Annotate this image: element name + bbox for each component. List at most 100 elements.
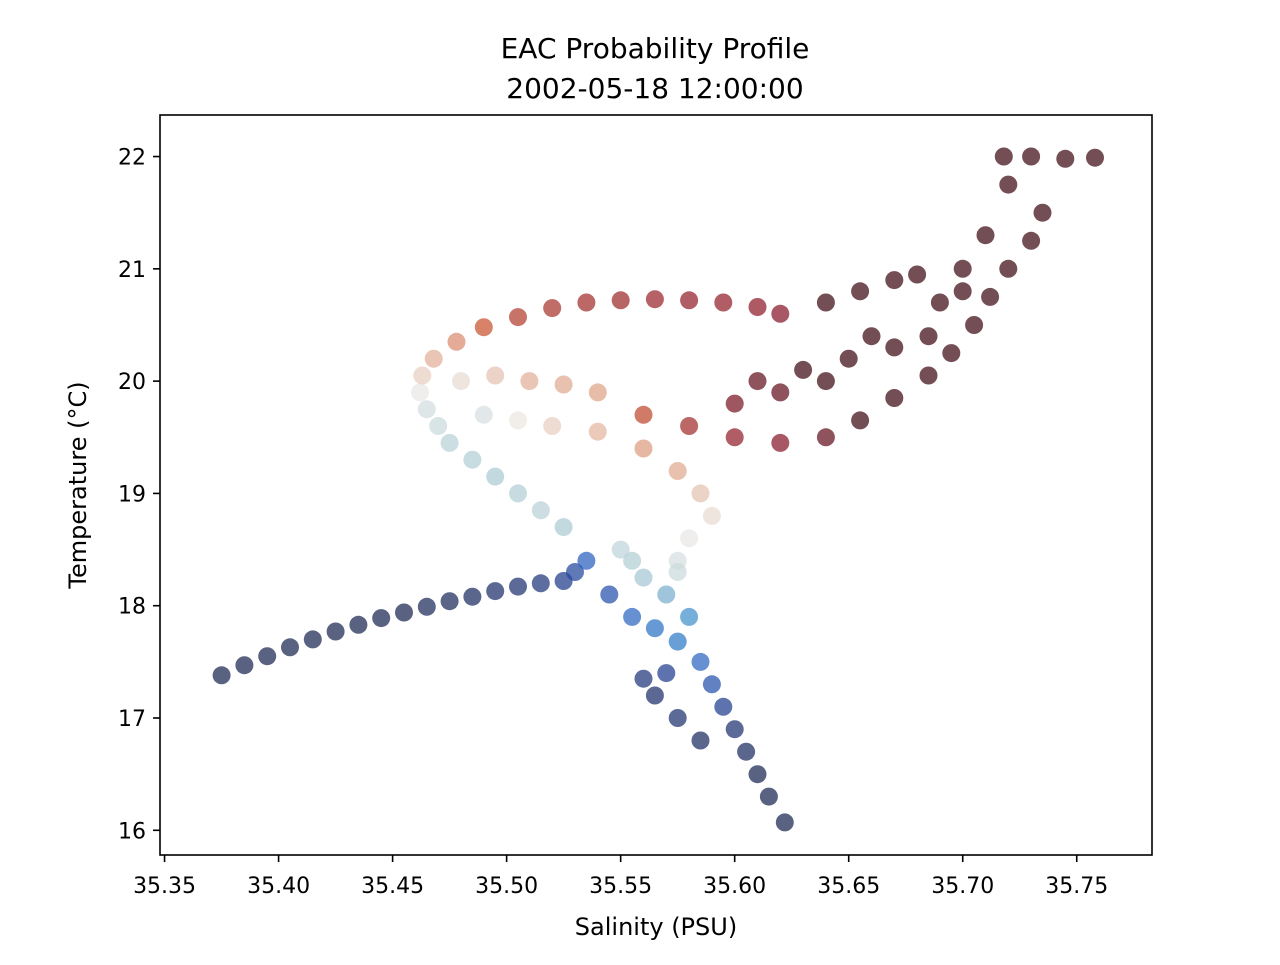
data-point bbox=[349, 615, 368, 634]
data-point bbox=[680, 607, 699, 626]
data-point bbox=[645, 619, 664, 638]
data-point bbox=[908, 265, 927, 284]
data-point bbox=[1056, 149, 1075, 168]
data-point bbox=[372, 609, 391, 628]
data-point bbox=[440, 433, 459, 452]
data-point bbox=[691, 484, 710, 503]
data-point bbox=[486, 582, 505, 601]
data-point bbox=[999, 175, 1018, 194]
x-tick-label: 35.50 bbox=[475, 874, 538, 899]
data-point bbox=[657, 585, 676, 604]
data-point bbox=[668, 462, 687, 480]
data-point bbox=[326, 622, 345, 641]
x-tick-label: 35.40 bbox=[247, 874, 310, 899]
y-tick-label: 18 bbox=[118, 595, 146, 620]
data-point bbox=[976, 226, 995, 245]
data-point bbox=[634, 568, 653, 587]
data-point bbox=[611, 540, 630, 559]
data-point bbox=[281, 638, 299, 657]
data-point bbox=[668, 563, 687, 581]
data-point bbox=[816, 372, 835, 391]
data-point bbox=[1086, 148, 1104, 167]
x-tick-label: 35.45 bbox=[361, 874, 424, 899]
chart-subtitle: 2002-05-18 12:00:00 bbox=[506, 72, 803, 105]
data-point bbox=[395, 603, 413, 622]
data-point bbox=[600, 585, 619, 604]
data-point bbox=[509, 308, 527, 327]
x-tick-label: 35.55 bbox=[589, 874, 652, 899]
data-point bbox=[725, 720, 744, 739]
y-tick-label: 16 bbox=[118, 819, 146, 844]
data-point bbox=[588, 422, 607, 441]
data-point bbox=[411, 383, 429, 402]
data-point bbox=[543, 417, 562, 435]
data-point bbox=[413, 366, 432, 385]
data-point bbox=[303, 630, 322, 649]
data-point bbox=[771, 383, 790, 402]
data-point bbox=[463, 450, 482, 469]
data-point bbox=[919, 327, 938, 346]
data-point bbox=[429, 417, 448, 435]
data-point bbox=[691, 731, 710, 750]
data-point bbox=[417, 400, 436, 419]
data-point bbox=[771, 304, 790, 323]
data-point bbox=[748, 298, 767, 316]
data-point bbox=[994, 147, 1013, 166]
y-tick-label: 20 bbox=[118, 370, 146, 395]
data-point bbox=[212, 666, 231, 685]
x-tick-label: 35.75 bbox=[1045, 874, 1108, 899]
data-point bbox=[474, 318, 493, 337]
data-point bbox=[577, 551, 596, 570]
data-point bbox=[999, 259, 1018, 278]
y-tick-label: 19 bbox=[118, 482, 146, 507]
data-point bbox=[554, 375, 573, 394]
data-point bbox=[486, 366, 505, 385]
data-point bbox=[566, 563, 584, 581]
data-point bbox=[851, 282, 870, 301]
data-point bbox=[235, 656, 254, 675]
data-point bbox=[588, 383, 607, 402]
data-point bbox=[680, 529, 699, 548]
points-layer bbox=[212, 147, 1104, 832]
y-tick-label: 22 bbox=[118, 146, 146, 171]
data-point bbox=[714, 697, 733, 716]
data-point bbox=[668, 632, 687, 651]
data-point bbox=[885, 271, 904, 290]
data-point bbox=[737, 742, 756, 761]
data-point bbox=[668, 709, 687, 727]
data-point bbox=[775, 813, 794, 832]
data-point bbox=[748, 765, 767, 784]
data-point bbox=[885, 389, 904, 407]
data-point bbox=[714, 293, 733, 312]
data-point bbox=[794, 360, 813, 379]
data-point bbox=[930, 293, 949, 312]
data-point bbox=[645, 686, 664, 705]
data-point bbox=[1022, 147, 1041, 166]
data-point bbox=[543, 299, 562, 318]
data-point bbox=[509, 577, 527, 596]
data-point bbox=[509, 411, 527, 430]
data-point bbox=[759, 787, 778, 806]
data-point bbox=[577, 293, 596, 312]
data-point bbox=[885, 338, 904, 357]
data-point bbox=[725, 394, 744, 413]
data-point bbox=[463, 587, 482, 606]
data-point bbox=[680, 417, 699, 435]
data-point bbox=[531, 501, 550, 520]
data-point bbox=[258, 647, 277, 666]
y-tick-label: 21 bbox=[118, 258, 146, 283]
data-point bbox=[645, 290, 664, 309]
data-point bbox=[634, 439, 653, 458]
data-point bbox=[440, 592, 459, 611]
x-axis-ticks: 35.35 35.40 35.45 35.50 35.55 35.60 35.65 35.70… bbox=[133, 855, 1108, 899]
data-point bbox=[474, 405, 493, 424]
x-axis-label: Salinity (PSU) bbox=[575, 913, 737, 941]
data-point bbox=[554, 518, 573, 537]
data-point bbox=[1022, 231, 1041, 250]
data-point bbox=[839, 349, 858, 368]
data-point bbox=[486, 467, 505, 486]
data-point bbox=[725, 428, 744, 447]
data-point bbox=[447, 332, 466, 351]
